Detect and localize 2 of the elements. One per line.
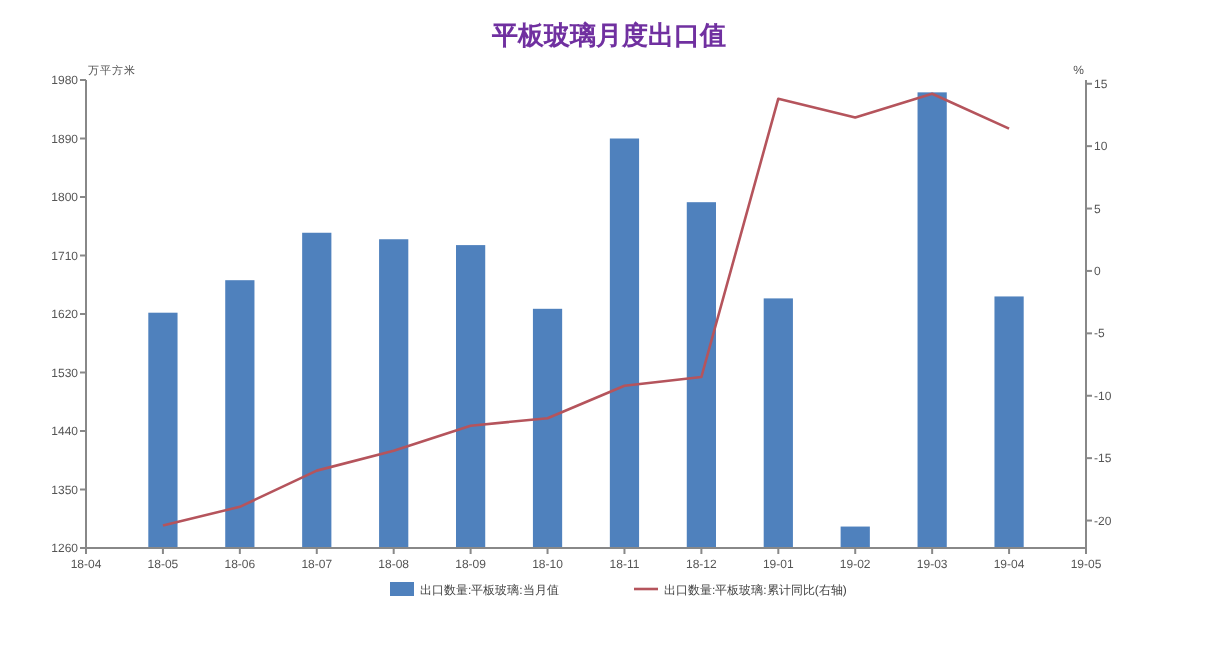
- chart-title: 平板玻璃月度出口值: [490, 20, 726, 50]
- line-series: [161, 92, 1011, 527]
